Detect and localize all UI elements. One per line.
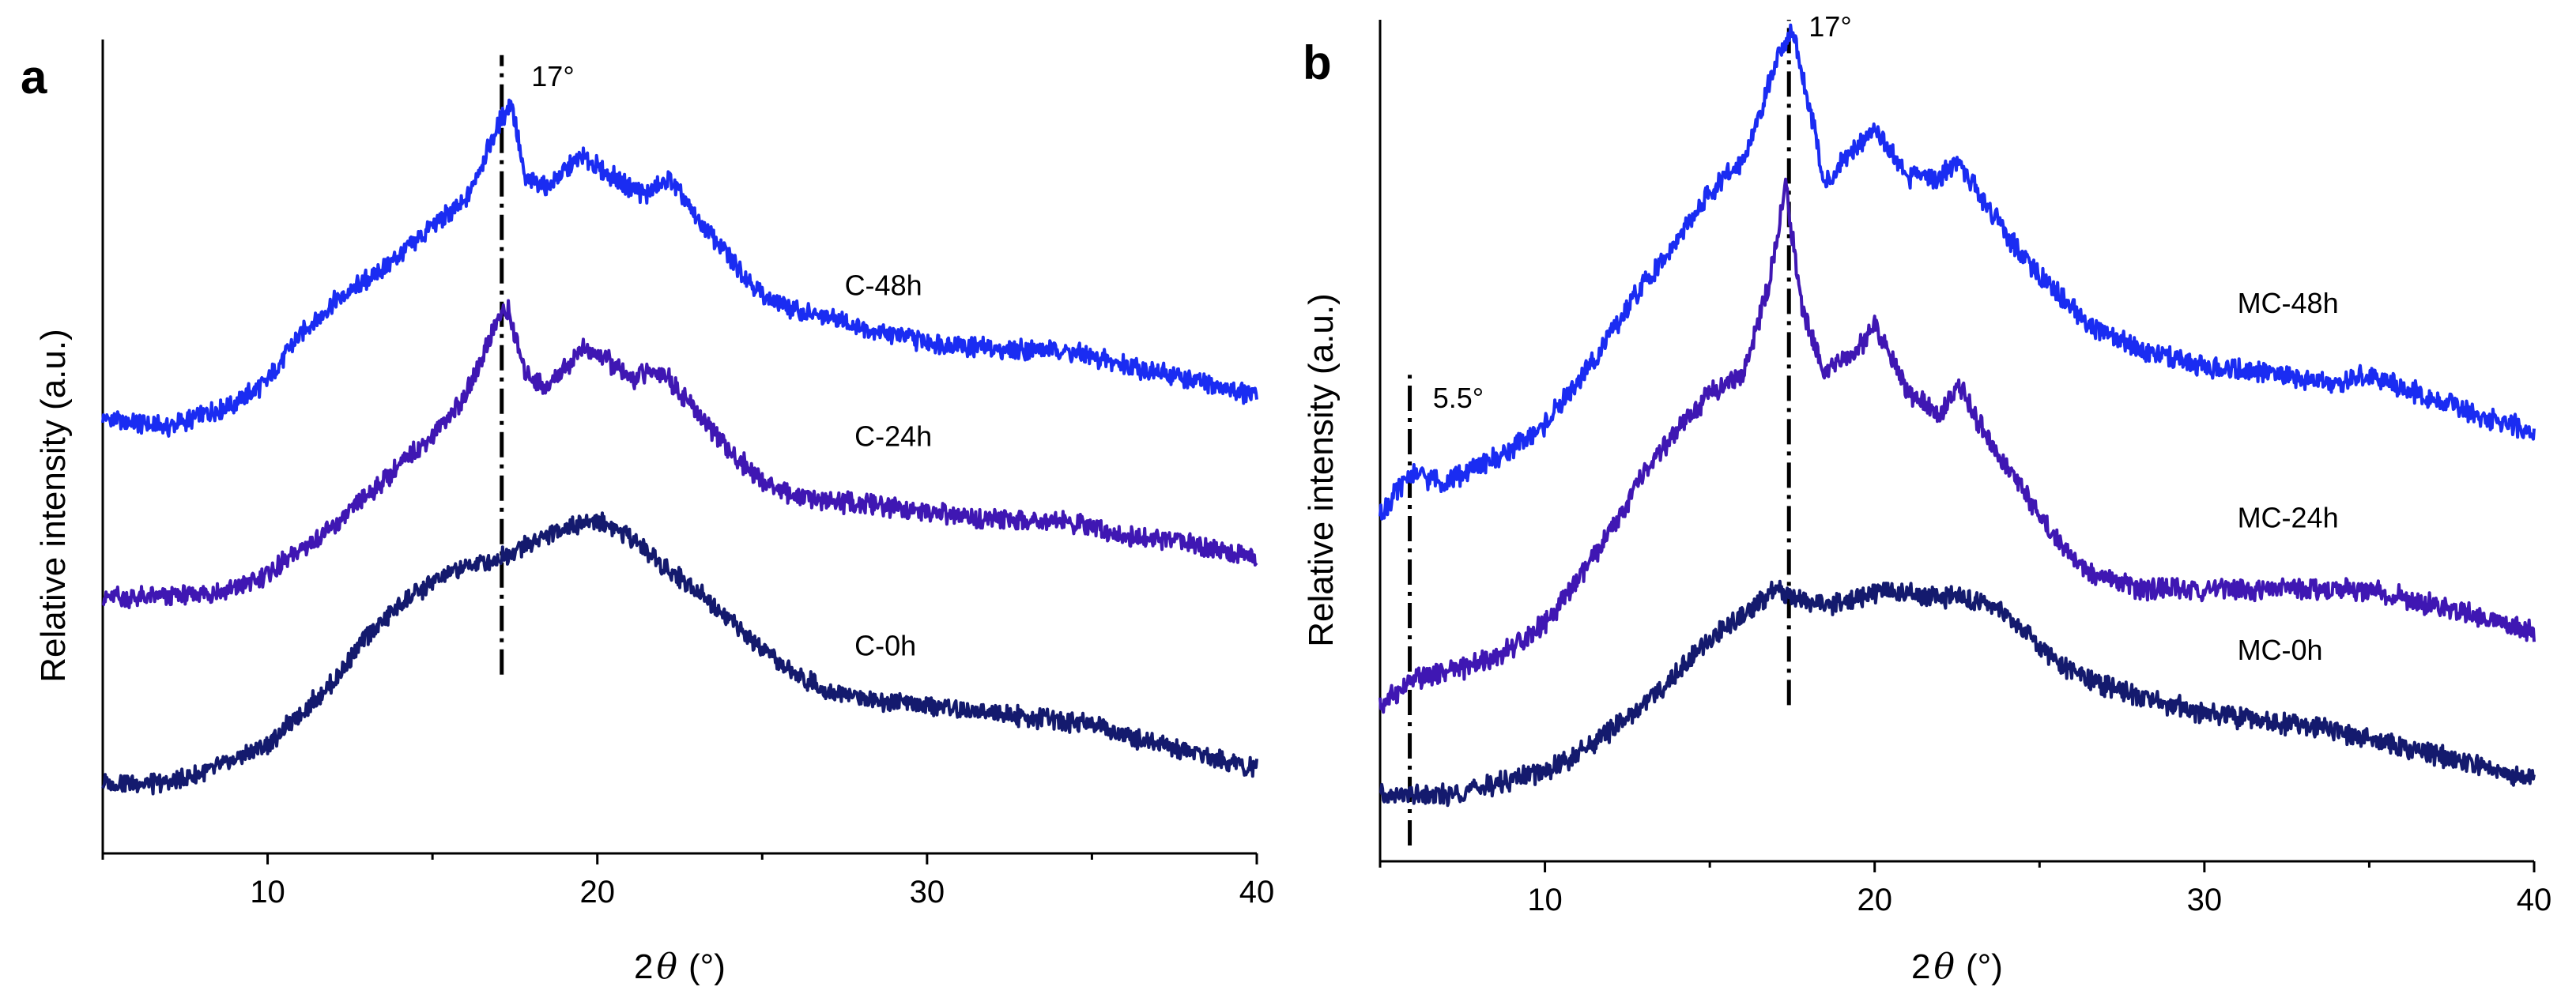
panel-b-y-axis-title: Relative intensity (a.u.) <box>1302 293 1341 647</box>
panel-b-x-axis-title: 2θ (°) <box>1911 947 2003 987</box>
panel-a-x-axis-title-prefix: 2 <box>634 947 653 986</box>
panel-a-label-c-24h: C-24h <box>854 420 932 453</box>
panel-b-series-mc-48h <box>1379 23 2536 521</box>
panel-a-series-c-48h <box>101 98 1258 438</box>
panel-b-x-axis-title-unit: (°) <box>1966 947 2003 986</box>
panel-a-x-ticks <box>101 853 1258 864</box>
panel-a-x-tick-label: 20 <box>579 875 615 909</box>
panel-a-x-axis-title-symbol: θ <box>657 947 678 987</box>
panel-a-label-c-0h: C-0h <box>854 629 916 661</box>
panel-a-x-tick-label: 40 <box>1239 875 1275 909</box>
panel-b-series-labels: MC-48h MC-24h MC-0h <box>2238 287 2339 666</box>
panel-a-series-c-0h <box>101 511 1258 796</box>
panel-b-x-tick-label: 10 <box>1527 883 1563 917</box>
panel-b-x-tick-label: 40 <box>2517 883 2552 917</box>
panel-b-label-mc-24h: MC-24h <box>2238 502 2339 534</box>
panel-a: a 10 20 30 40 2θ (°) Relative intensity (… <box>21 40 1274 987</box>
panel-b-x-axis-title-symbol: θ <box>1934 947 1956 987</box>
panel-a-x-axis-title: 2θ (°) <box>634 947 726 987</box>
panel-b-peak-marker-label: 17° <box>1808 10 1851 43</box>
panel-b-low-angle-marker-label: 5.5° <box>1433 382 1484 414</box>
panel-a-series-labels: C-48h C-24h C-0h <box>845 269 933 662</box>
panel-b-label-mc-0h: MC-0h <box>2238 634 2323 666</box>
panel-b-x-tick-labels: 10 20 30 40 <box>1527 883 2551 917</box>
panel-a-y-axis-title: Relative intensity (a.u.) <box>34 329 73 683</box>
panel-b-x-axis-title-prefix: 2 <box>1911 947 1930 986</box>
panel-b-x-tick-label: 20 <box>1857 883 1892 917</box>
panel-b-letter: b <box>1303 36 1332 89</box>
panel-a-series <box>101 98 1258 796</box>
panel-b-x-ticks <box>1379 861 2536 872</box>
panel-b-annotations: 17° 5.5° <box>1408 10 1852 845</box>
panel-a-series-c-24h <box>101 299 1258 609</box>
panel-a-letter: a <box>21 51 47 104</box>
panel-a-x-axis-title-unit: (°) <box>688 947 726 986</box>
panel-a-x-tick-label: 30 <box>910 875 945 909</box>
panel-b-series <box>1379 23 2536 808</box>
panel-b-series-mc-24h <box>1379 177 2536 714</box>
panel-b-x-tick-label: 30 <box>2187 883 2223 917</box>
panel-a-annotations: 17° <box>500 55 575 675</box>
panel-b-label-mc-48h: MC-48h <box>2238 287 2339 319</box>
panel-a-label-c-48h: C-48h <box>845 269 922 302</box>
panel-a-x-tick-labels: 10 20 30 40 <box>250 875 1274 909</box>
panel-a-peak-marker-label: 17° <box>531 60 574 92</box>
panel-b: b 10 20 30 40 2θ (°) Relative intensity (… <box>1302 10 2551 987</box>
panel-a-x-tick-label: 10 <box>250 875 285 909</box>
panel-b-series-mc-0h <box>1379 579 2536 808</box>
